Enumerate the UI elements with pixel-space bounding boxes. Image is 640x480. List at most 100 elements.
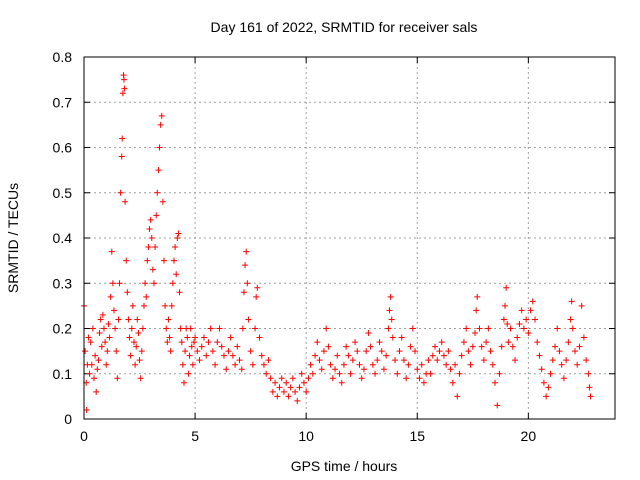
data-point bbox=[518, 307, 525, 314]
data-point bbox=[563, 357, 570, 364]
data-point bbox=[516, 320, 523, 327]
data-point bbox=[160, 257, 167, 264]
data-point bbox=[314, 339, 321, 346]
data-point bbox=[169, 280, 176, 287]
data-point bbox=[569, 325, 576, 332]
data-point bbox=[227, 334, 234, 341]
data-point bbox=[432, 343, 439, 350]
data-point bbox=[253, 293, 260, 300]
data-point bbox=[294, 397, 301, 404]
data-point bbox=[474, 293, 481, 300]
data-point bbox=[245, 316, 252, 323]
data-point bbox=[274, 393, 281, 400]
data-point bbox=[144, 257, 151, 264]
data-point bbox=[92, 352, 99, 359]
data-point bbox=[216, 325, 223, 332]
y-tick-label: 0.6 bbox=[53, 140, 73, 156]
x-axis-label: GPS time / hours bbox=[291, 458, 398, 474]
x-tick-label: 10 bbox=[298, 428, 314, 444]
data-point bbox=[400, 357, 407, 364]
data-point bbox=[109, 280, 116, 287]
data-point bbox=[136, 357, 143, 364]
data-point bbox=[480, 357, 487, 364]
data-point bbox=[487, 348, 494, 355]
data-point bbox=[498, 343, 505, 350]
data-point bbox=[254, 284, 261, 291]
data-point bbox=[320, 348, 327, 355]
data-point bbox=[260, 361, 267, 368]
data-point bbox=[263, 370, 270, 377]
data-point bbox=[123, 257, 130, 264]
data-point bbox=[312, 352, 319, 359]
y-axis-label: SRMTID / TECUs bbox=[5, 183, 21, 293]
data-point bbox=[117, 189, 124, 196]
data-point bbox=[135, 330, 142, 337]
data-point bbox=[148, 235, 155, 241]
data-point bbox=[90, 375, 97, 382]
data-point bbox=[234, 343, 241, 350]
data-point bbox=[327, 361, 334, 368]
data-point bbox=[549, 357, 556, 364]
y-tick-label: 0.4 bbox=[53, 230, 73, 246]
data-point bbox=[292, 388, 299, 395]
data-point bbox=[396, 348, 403, 355]
data-point bbox=[269, 388, 276, 395]
data-point bbox=[232, 361, 239, 368]
data-point bbox=[385, 325, 392, 332]
data-point bbox=[265, 357, 272, 364]
data-point bbox=[220, 352, 227, 359]
data-point bbox=[88, 361, 95, 368]
data-point bbox=[272, 379, 279, 386]
data-point bbox=[527, 307, 534, 314]
y-tick-label: 0.1 bbox=[53, 366, 73, 382]
data-point bbox=[190, 339, 197, 346]
plot-frame bbox=[83, 56, 616, 420]
data-point bbox=[150, 280, 157, 287]
data-point bbox=[360, 366, 367, 373]
data-point bbox=[502, 302, 509, 309]
data-point bbox=[560, 375, 567, 382]
data-point bbox=[296, 384, 303, 391]
data-point bbox=[184, 334, 191, 341]
data-point bbox=[376, 339, 383, 346]
data-point bbox=[194, 348, 201, 355]
data-point bbox=[347, 370, 354, 377]
data-point bbox=[247, 348, 254, 355]
data-point bbox=[412, 348, 419, 355]
x-tick-label: 0 bbox=[80, 428, 88, 444]
data-point bbox=[585, 370, 592, 377]
data-point bbox=[100, 325, 107, 332]
data-point bbox=[94, 366, 101, 373]
data-point bbox=[180, 379, 187, 386]
data-point bbox=[240, 289, 247, 296]
data-point bbox=[112, 325, 119, 332]
data-point bbox=[96, 330, 103, 337]
data-point bbox=[425, 357, 432, 364]
data-point bbox=[164, 339, 171, 346]
data-point bbox=[189, 361, 196, 368]
data-point bbox=[586, 384, 593, 391]
data-point bbox=[504, 320, 511, 327]
data-point bbox=[132, 361, 139, 368]
x-tick-label: 15 bbox=[409, 428, 425, 444]
data-point bbox=[102, 339, 109, 346]
data-point bbox=[554, 325, 561, 332]
data-point bbox=[463, 325, 470, 332]
data-point bbox=[157, 121, 164, 128]
data-point bbox=[332, 366, 339, 373]
data-point bbox=[525, 330, 532, 337]
data-point bbox=[323, 325, 330, 332]
chart-title: Day 161 of 2022, SRMTID for receiver sal… bbox=[211, 19, 478, 35]
data-point bbox=[289, 375, 296, 382]
data-point bbox=[354, 348, 361, 355]
data-point bbox=[454, 393, 461, 400]
data-point bbox=[445, 348, 452, 355]
data-point bbox=[143, 293, 150, 300]
data-point bbox=[512, 357, 519, 364]
data-point bbox=[485, 325, 492, 332]
data-point bbox=[110, 307, 117, 314]
data-point bbox=[287, 384, 294, 391]
data-point bbox=[147, 216, 154, 223]
data-point bbox=[89, 325, 96, 332]
data-point bbox=[238, 366, 245, 373]
